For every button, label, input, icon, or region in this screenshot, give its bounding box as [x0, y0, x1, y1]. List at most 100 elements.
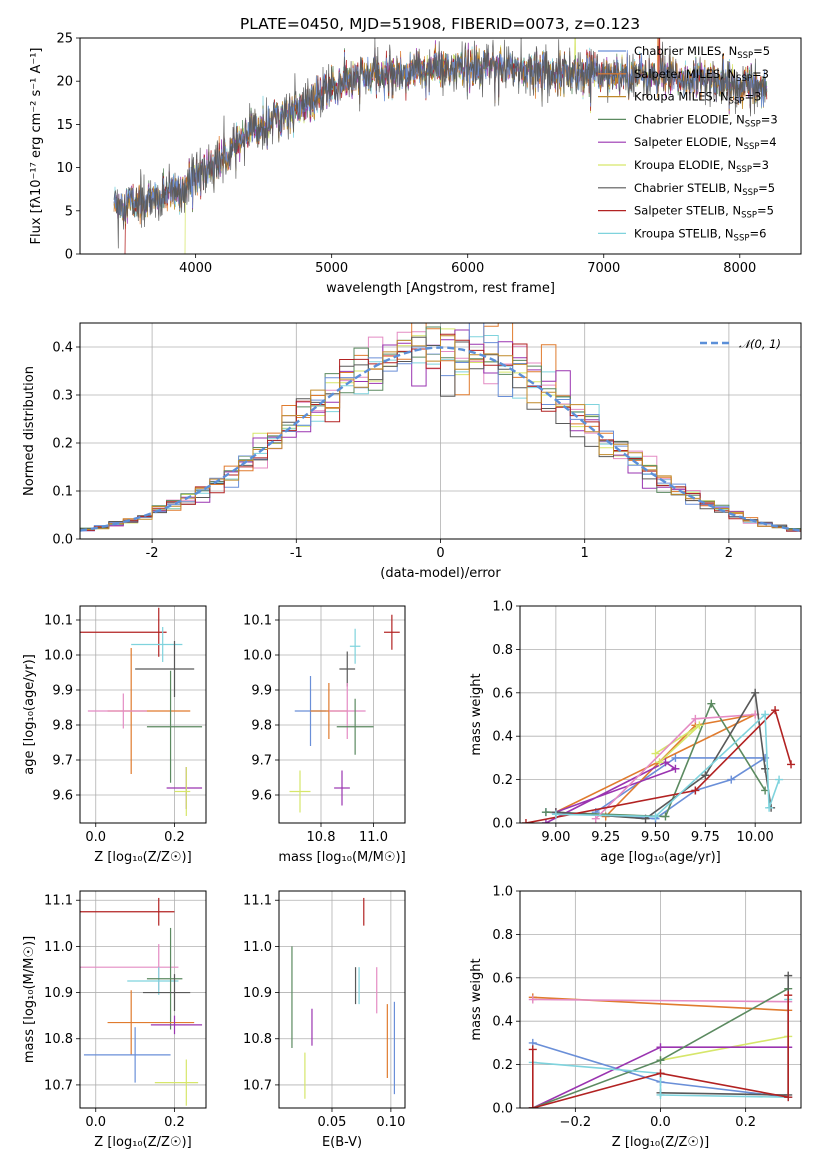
weight-marker: [521, 819, 530, 823]
weight-series: [545, 761, 678, 823]
plot-area-spectrum: [113, 38, 768, 254]
weight-marker: [701, 771, 710, 780]
legend-entry: Chabrier MILES, NSSP=5: [634, 44, 770, 61]
y-tick-label: 25: [56, 32, 73, 47]
histogram-step: [80, 335, 801, 539]
weight-series: [660, 1035, 789, 1062]
weight-series: [555, 713, 756, 818]
spectrum-line: [113, 38, 768, 249]
y-axis-label: mass [log₁₀(M/M☉)]: [22, 936, 37, 1063]
y-tick-label: 0.4: [492, 1015, 513, 1030]
errorbar-point: [349, 628, 361, 664]
x-tick-label: -2: [146, 546, 159, 561]
y-tick-label: 10.0: [243, 649, 272, 664]
errorbar-point: [83, 1027, 171, 1083]
panel-mass-vs-Z: 0.0 0.2 10.7 10.8 10.9 11.0 11.1 Z [log₁₀(Z/Z☉)…: [22, 890, 207, 1150]
y-tick-label: 10.9: [243, 986, 272, 1001]
x-tick-label: 5000: [315, 261, 348, 276]
x-axis-label: Z [log₁₀(Z/Z☉)]: [94, 1135, 191, 1150]
weight-marker: [541, 819, 550, 823]
x-tick-label: -1: [290, 546, 303, 561]
y-tick-label: 10.1: [243, 614, 272, 629]
panel-age-vs-mass: 10.8 11.0 9.6 9.7 9.8 9.9 10.0 10.1 mass [log₁₀(…: [243, 605, 406, 865]
x-tick-label: 0.2: [164, 830, 185, 845]
y-tick-label: 9.6: [52, 789, 73, 804]
panel-weight-vs-Z: −0.2 0.0 0.2 0.0 0.2 0.4 0.6 0.8 1.0 Z [log₁₀(Z/Z…: [469, 885, 802, 1150]
weight-marker: [651, 749, 660, 758]
y-axis-label: mass weight: [469, 958, 484, 1040]
x-tick-label: 0.05: [318, 1115, 347, 1130]
x-tick-label: 7000: [587, 261, 620, 276]
y-tick-label: 5: [65, 204, 73, 219]
y-tick-label: 11.1: [44, 894, 73, 909]
errorbar-point: [174, 767, 191, 816]
weight-marker: [727, 775, 736, 784]
x-tick-label: 10.8: [307, 830, 336, 845]
weight-marker: [707, 699, 716, 708]
y-tick-label: 1.0: [492, 600, 513, 615]
errorbar-point: [289, 770, 311, 813]
errorbar-point: [328, 683, 366, 739]
y-tick-label: 10.7: [44, 1078, 73, 1093]
y-tick-label: 9.7: [52, 754, 73, 769]
y-tick-label: 10.7: [243, 1078, 272, 1093]
weight-marker: [765, 803, 774, 812]
plot-area-age-vs-Z: [80, 607, 203, 816]
x-tick-label: 0.2: [735, 1115, 756, 1130]
errorbar-point: [336, 698, 374, 755]
weight-series: [525, 708, 792, 823]
errorbar-point: [154, 1059, 199, 1106]
weight-marker: [771, 706, 780, 715]
legend-entry: Salpeter ELODIE, NSSP=4: [634, 135, 777, 152]
x-tick-label: 6000: [451, 261, 484, 276]
y-tick-label: 9.8: [251, 719, 272, 734]
x-axis-label: mass [log₁₀(M/M☉)]: [278, 850, 405, 865]
y-tick-label: 10.0: [44, 649, 73, 664]
axes-frame: [278, 890, 406, 1109]
x-tick-label: 0.0: [85, 830, 106, 845]
grid-mass-vs-ebv: [279, 891, 405, 1108]
grid-age-vs-Z: [80, 606, 206, 823]
y-tick-label: 0.2: [492, 1058, 513, 1073]
plot-area-residuals: [80, 323, 801, 539]
legend-residuals: 𝒩(0, 1): [700, 337, 781, 351]
weight-marker: [655, 758, 664, 767]
errorbar-point: [135, 641, 195, 697]
y-tick-label: 0.6: [492, 971, 513, 986]
legend-entry: 𝒩(0, 1): [739, 337, 781, 351]
y-tick-label: 9.8: [52, 719, 73, 734]
weight-marker: [784, 991, 793, 1000]
x-axis-label: (data-model)/error: [380, 566, 501, 581]
errorbar-point: [334, 770, 350, 806]
y-tick-label: 0: [65, 248, 73, 263]
x-axis-label: E(B-V): [322, 1135, 362, 1150]
y-axis-label: mass weight: [469, 673, 484, 755]
weight-marker: [784, 971, 793, 980]
errorbar-point: [166, 767, 203, 809]
y-tick-label: 9.9: [251, 684, 272, 699]
weight-marker: [656, 1043, 665, 1052]
x-tick-label: 0.0: [85, 1115, 106, 1130]
x-axis-label: Z [log₁₀(Z/Z☉)]: [94, 850, 191, 865]
legend-entry: Salpeter STELIB, NSSP=5: [634, 204, 774, 221]
normal-curve: [80, 346, 801, 532]
weight-marker: [751, 688, 760, 697]
errorbar-point: [339, 651, 356, 687]
y-tick-label: 11.0: [44, 940, 73, 955]
y-axis-label: age [log₁₀(age/yr)]: [22, 654, 37, 775]
y-tick-label: 0.0: [492, 1102, 513, 1117]
errorbar-point: [146, 670, 203, 783]
errorbar-point: [384, 614, 400, 650]
errorbar-point: [107, 990, 195, 1055]
weight-series: [532, 998, 789, 1003]
errorbar-point: [87, 693, 147, 729]
weight-marker: [591, 814, 600, 823]
y-tick-label: 10.1: [44, 614, 73, 629]
weight-marker: [775, 775, 784, 784]
errorbar-point: [143, 974, 191, 1012]
weight-marker: [656, 1090, 665, 1099]
y-tick-label: 0.6: [492, 686, 513, 701]
weight-marker: [528, 1104, 537, 1108]
weight-marker: [787, 760, 796, 769]
weight-marker: [691, 714, 700, 723]
